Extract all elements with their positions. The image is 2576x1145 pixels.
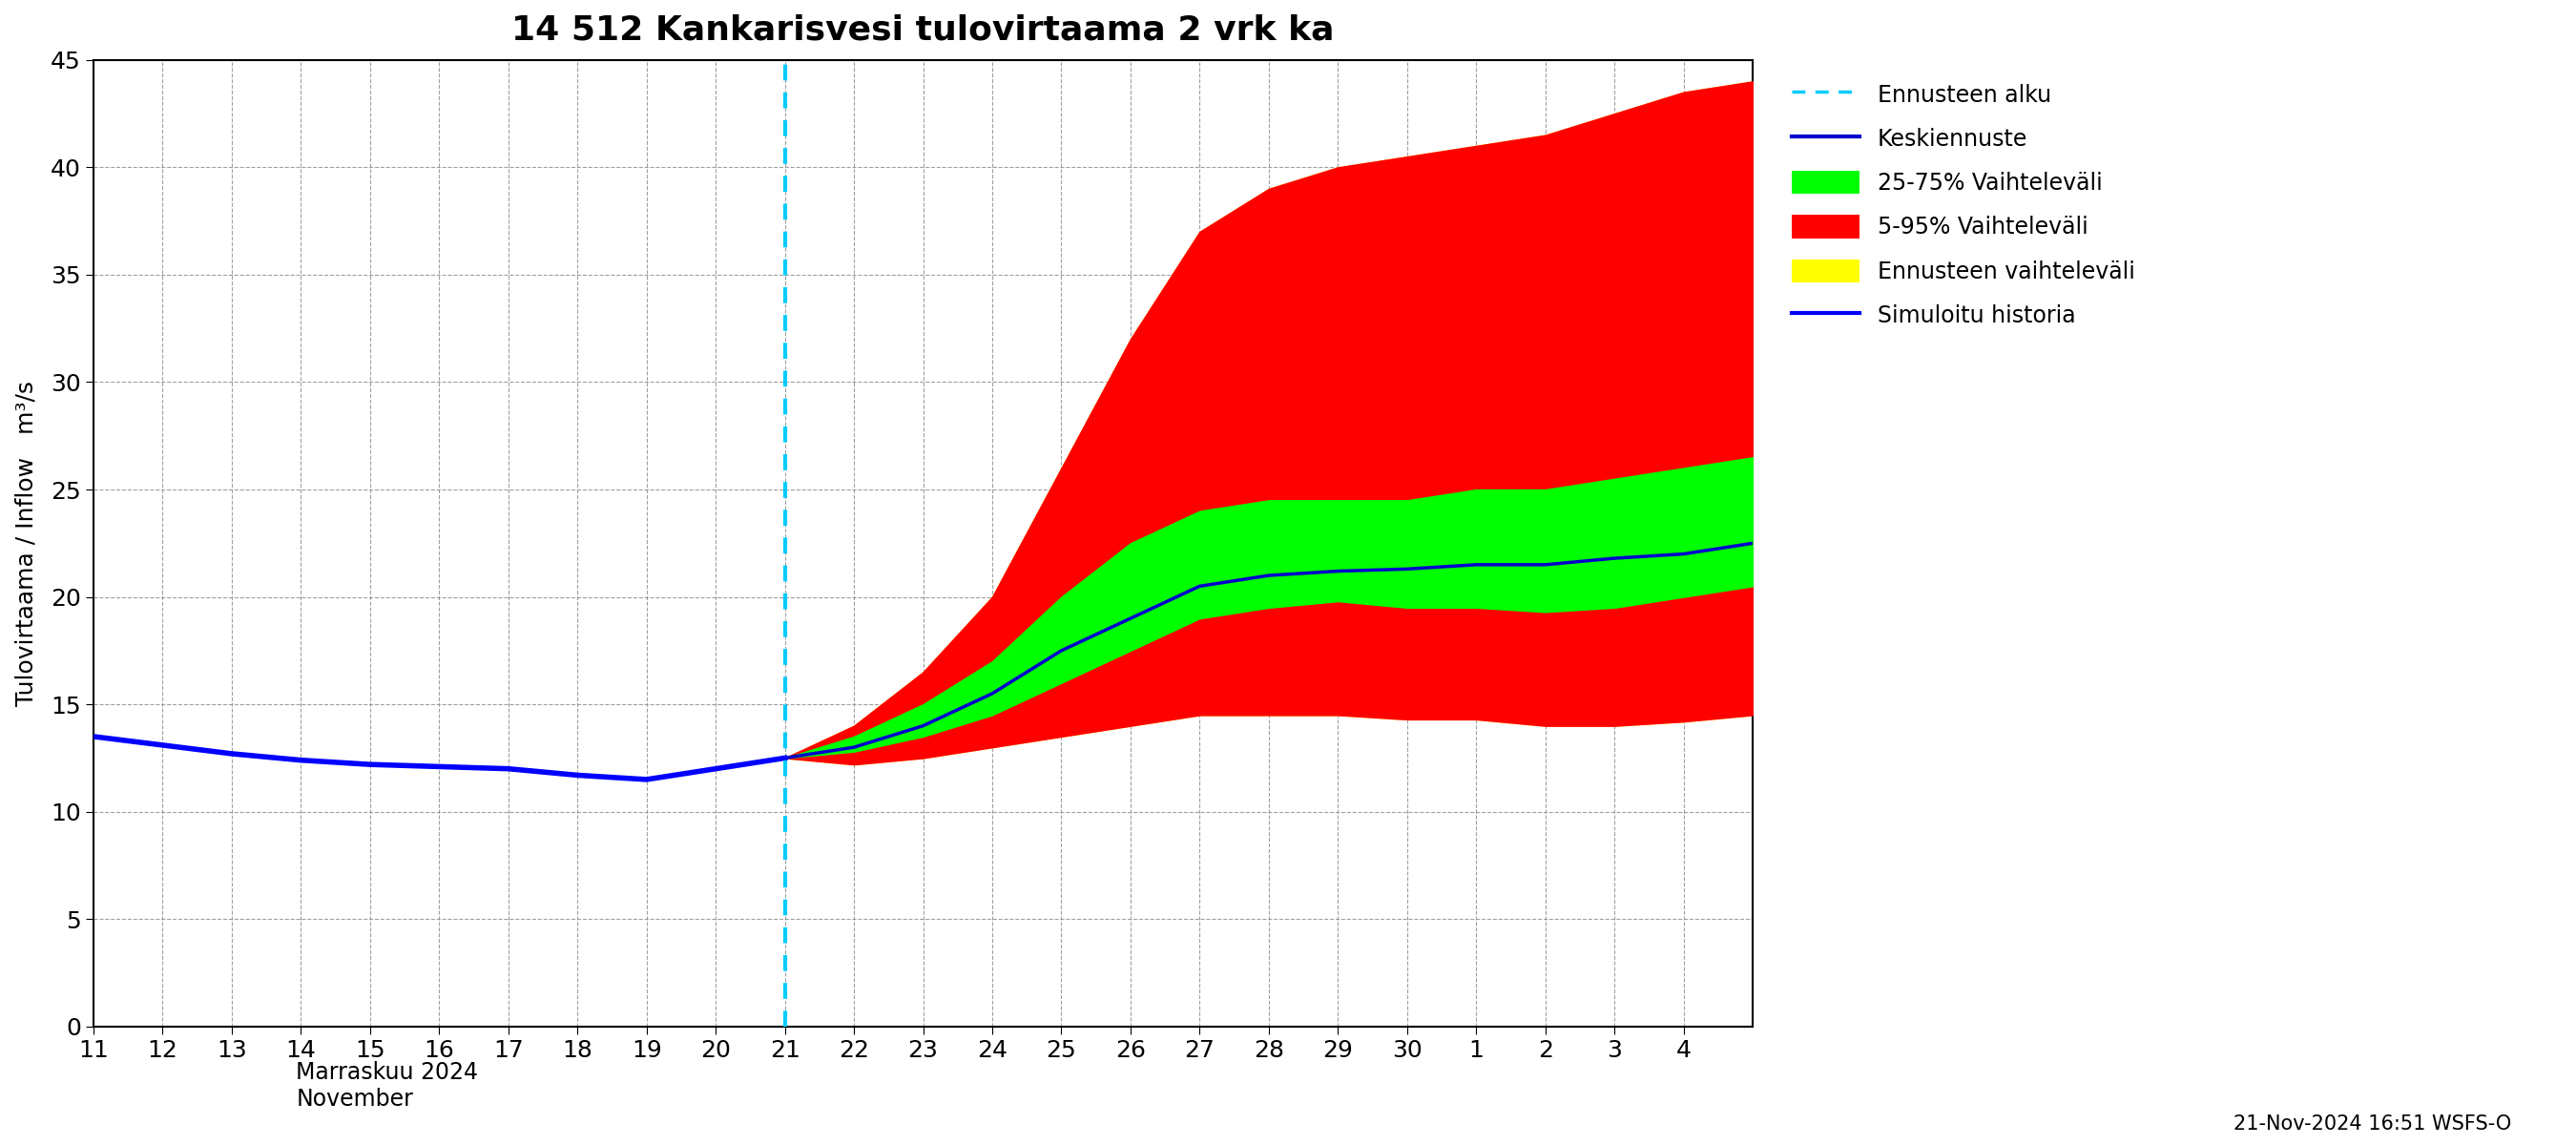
- Text: Marraskuu 2024
November: Marraskuu 2024 November: [296, 1061, 479, 1111]
- Y-axis label: Tulovirtaama / Inflow   m³/s: Tulovirtaama / Inflow m³/s: [15, 380, 36, 706]
- Title: 14 512 Kankarisvesi tulovirtaama 2 vrk ka: 14 512 Kankarisvesi tulovirtaama 2 vrk k…: [513, 14, 1334, 47]
- Legend: Ennusteen alku, Keskiennuste, 25-75% Vaihteleväli, 5-95% Vaihteleväli, Ennusteen: Ennusteen alku, Keskiennuste, 25-75% Vai…: [1780, 71, 2146, 339]
- Text: 21-Nov-2024 16:51 WSFS-O: 21-Nov-2024 16:51 WSFS-O: [2233, 1114, 2512, 1134]
